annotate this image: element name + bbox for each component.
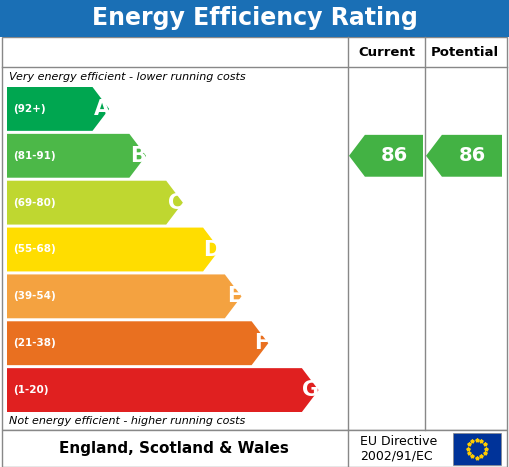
- Text: D: D: [204, 240, 221, 260]
- Polygon shape: [7, 321, 268, 365]
- Polygon shape: [349, 135, 423, 177]
- Text: (55-68): (55-68): [13, 245, 56, 255]
- Text: E: E: [227, 286, 241, 306]
- Text: (39-54): (39-54): [13, 291, 56, 301]
- Text: Potential: Potential: [431, 45, 499, 58]
- Text: B: B: [131, 146, 147, 166]
- Polygon shape: [7, 87, 109, 131]
- Text: 86: 86: [458, 146, 486, 165]
- Text: G: G: [302, 380, 320, 400]
- Text: (21-38): (21-38): [13, 338, 56, 348]
- Text: 86: 86: [380, 146, 408, 165]
- Text: EU Directive: EU Directive: [360, 435, 437, 448]
- Polygon shape: [426, 135, 502, 177]
- Polygon shape: [7, 181, 183, 225]
- Polygon shape: [7, 275, 241, 318]
- Text: England, Scotland & Wales: England, Scotland & Wales: [59, 441, 289, 456]
- Bar: [0, 0, 509, 37]
- Text: Very energy efficient - lower running costs: Very energy efficient - lower running co…: [9, 72, 246, 82]
- Polygon shape: [7, 368, 319, 412]
- Text: (69-80): (69-80): [13, 198, 55, 208]
- Text: (1-20): (1-20): [13, 385, 48, 395]
- Text: (92+): (92+): [13, 104, 46, 114]
- Text: A: A: [94, 99, 110, 119]
- Polygon shape: [7, 134, 146, 178]
- Text: (81-91): (81-91): [13, 151, 55, 161]
- Bar: [2, 430, 507, 467]
- Text: Current: Current: [358, 45, 415, 58]
- Text: F: F: [253, 333, 268, 353]
- Polygon shape: [7, 227, 220, 271]
- Text: Not energy efficient - higher running costs: Not energy efficient - higher running co…: [9, 416, 245, 426]
- Bar: [2, 37, 507, 430]
- Text: Energy Efficiency Rating: Energy Efficiency Rating: [92, 7, 417, 30]
- Text: C: C: [168, 193, 183, 212]
- Bar: [453, 432, 501, 465]
- Text: 2002/91/EC: 2002/91/EC: [360, 449, 433, 462]
